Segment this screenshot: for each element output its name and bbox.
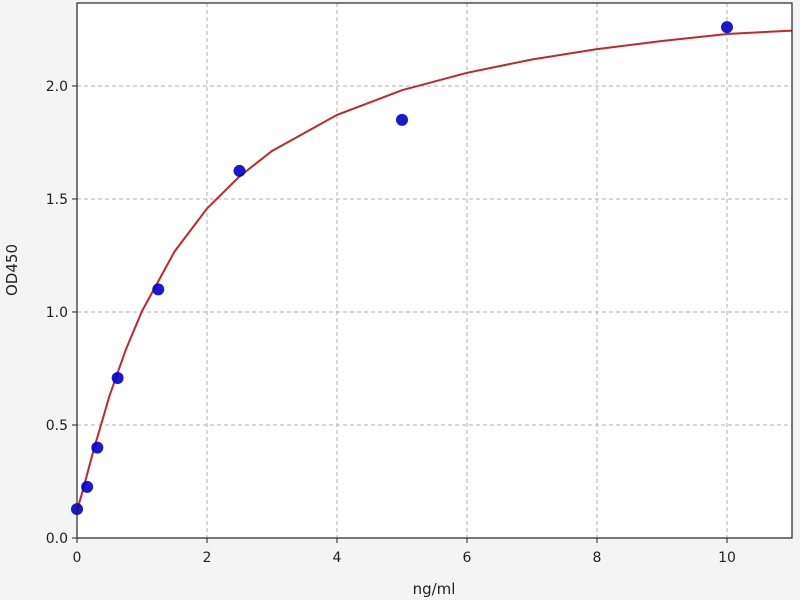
x-tick-label: 2 <box>203 550 212 566</box>
grid <box>77 3 792 538</box>
data-point <box>396 113 408 126</box>
ticks: 0 2 4 6 8 10 0.0 0.5 1.0 1.5 2.0 <box>46 79 736 566</box>
points-layer <box>71 21 733 516</box>
y-tick-label: 0.0 <box>46 531 68 547</box>
data-point <box>152 283 165 296</box>
x-tick-label: 8 <box>593 550 602 566</box>
data-point <box>233 164 246 177</box>
data-point <box>81 480 94 493</box>
x-axis-label: ng/ml <box>413 580 456 598</box>
x-tick-label: 6 <box>463 550 472 566</box>
y-tick-label: 2.0 <box>46 79 68 95</box>
x-tick-label: 10 <box>718 550 736 566</box>
plot-frame <box>76 2 793 539</box>
data-point <box>721 21 733 34</box>
plot-area <box>77 3 792 538</box>
x-tick-label: 0 <box>73 550 82 566</box>
data-point <box>111 371 124 384</box>
y-tick-label: 0.5 <box>46 418 68 434</box>
y-axis-label: OD450 <box>3 244 21 296</box>
y-tick-label: 1.0 <box>46 305 68 321</box>
y-tick-label: 1.5 <box>46 192 68 208</box>
fit-curve-layer <box>76 29 793 512</box>
x-tick-label: 4 <box>333 550 342 566</box>
fit-curve-line <box>76 29 793 512</box>
data-point <box>91 441 104 454</box>
